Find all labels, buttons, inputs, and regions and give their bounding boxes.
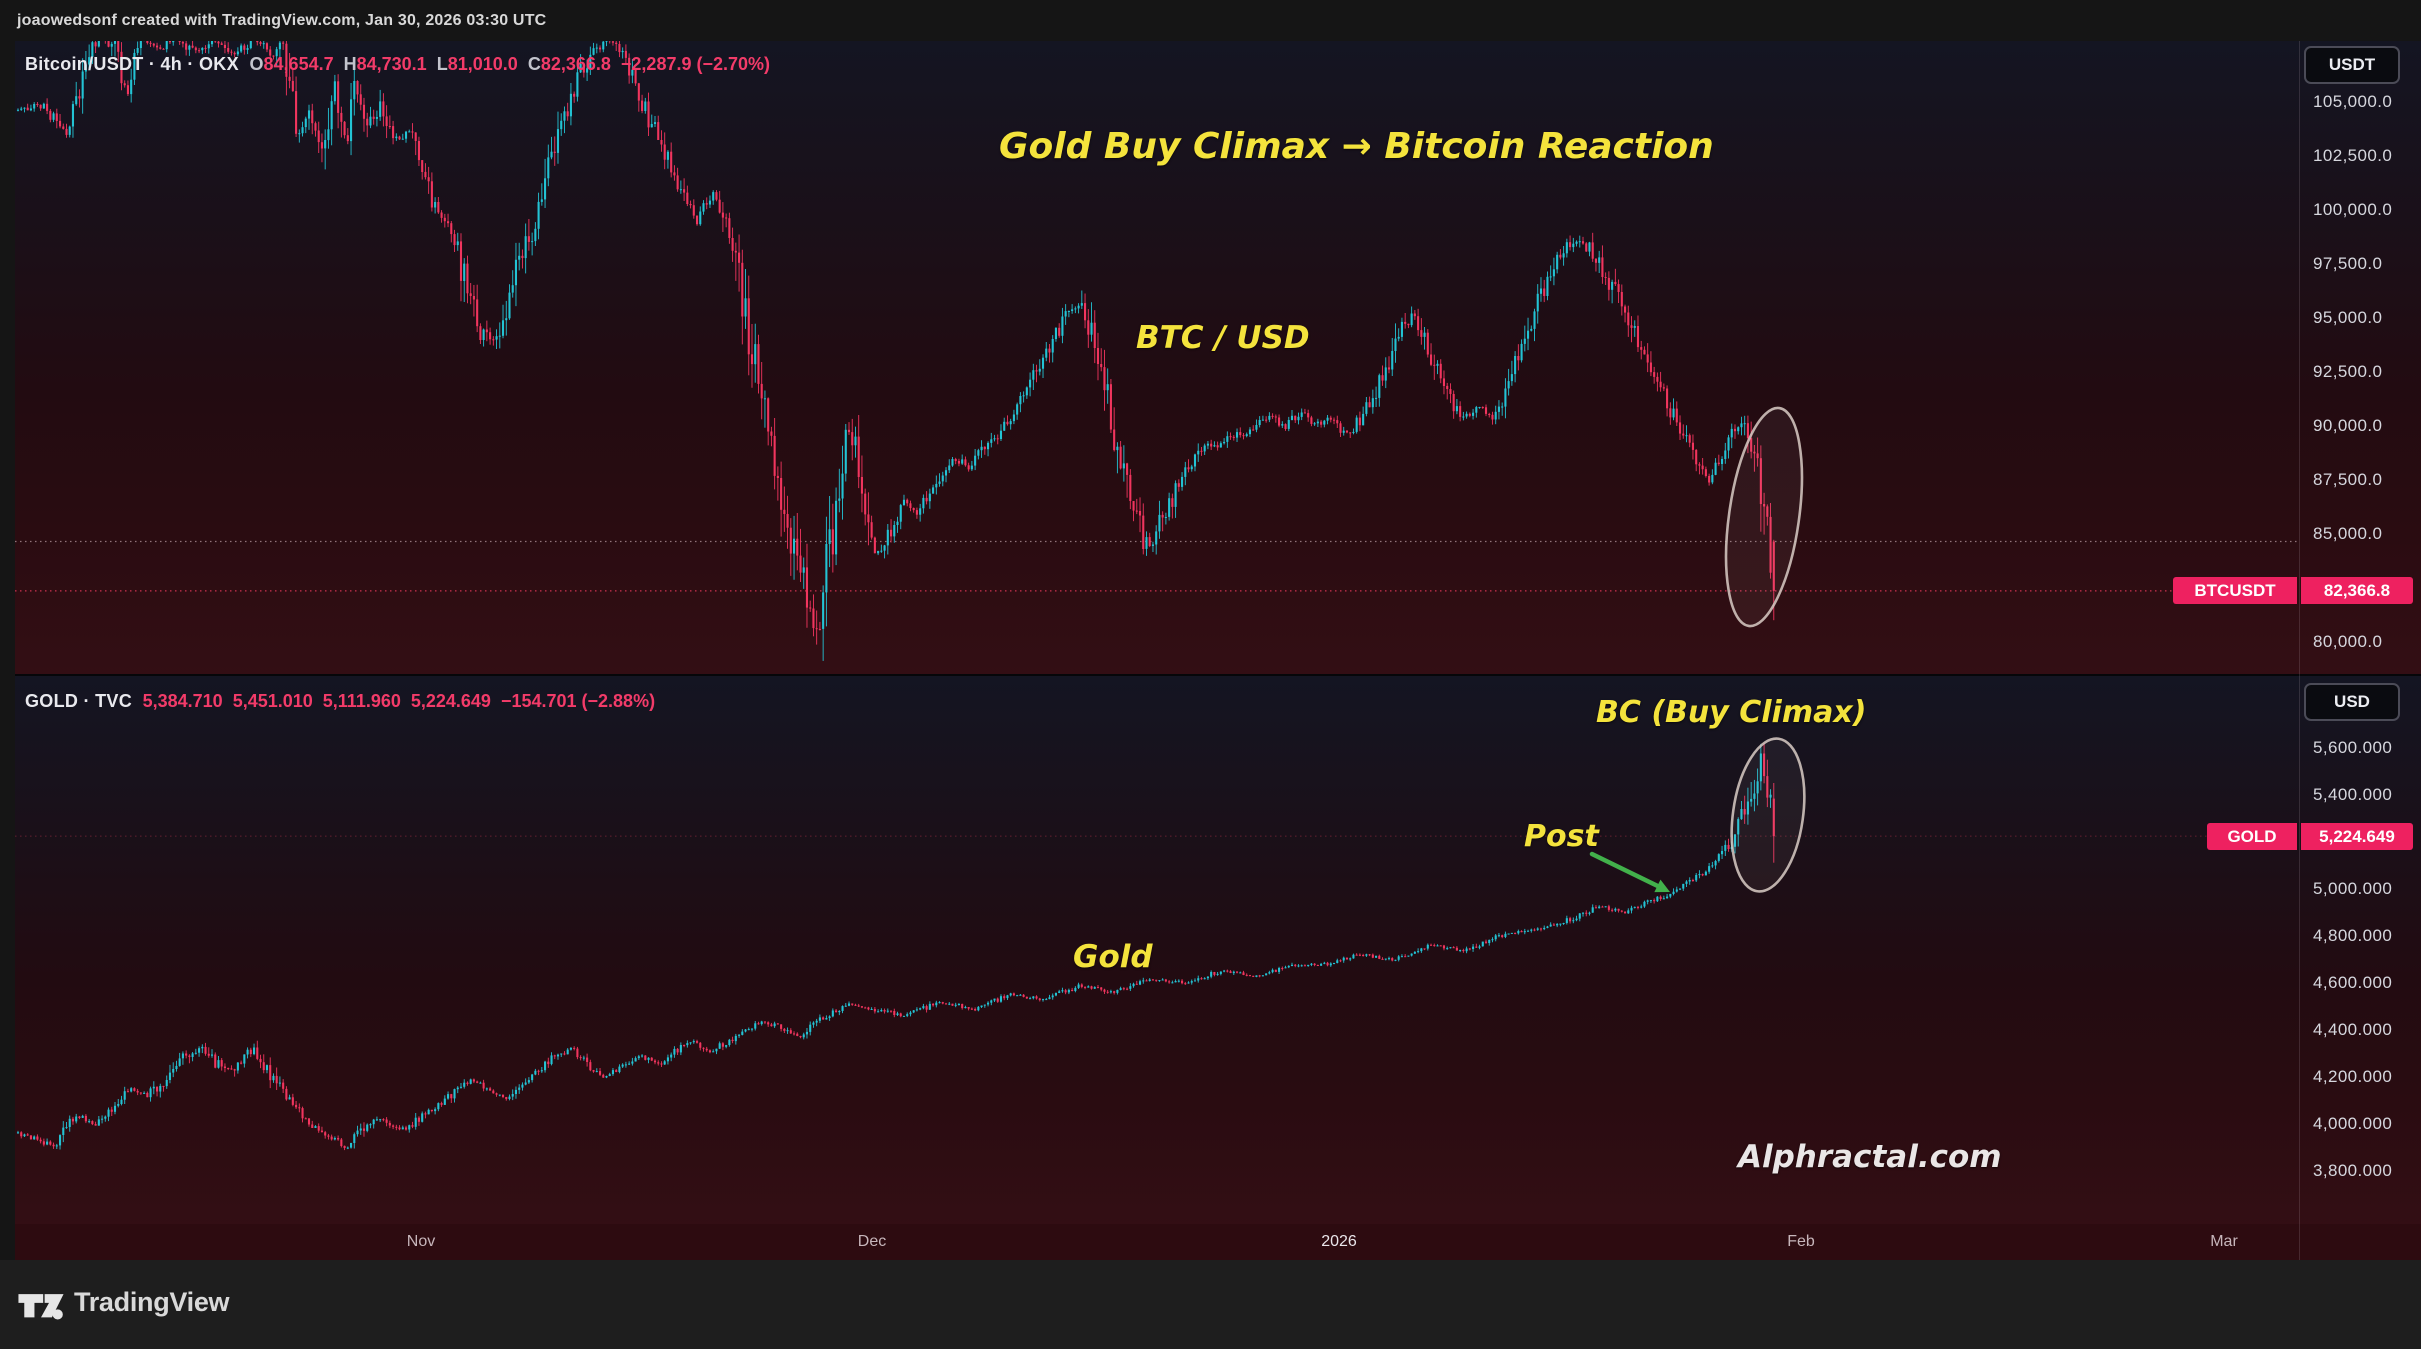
annotation-alphractal-watermark: Alphractal.com xyxy=(1738,1139,2002,1175)
gold-last-price-tag: 5,224.649 xyxy=(2301,822,2413,850)
price-scale-separator xyxy=(2299,41,2300,1260)
price-tick-label[interactable]: 90,000.0 xyxy=(2313,416,2383,435)
btc-high-label: H xyxy=(343,54,357,74)
annotation-main-title: Gold Buy Climax → Bitcoin Reaction xyxy=(999,126,1714,167)
gold-candlestick-plot xyxy=(0,737,2299,1151)
btc-symbol-header[interactable]: Bitcoin/USDT · 4h · OKX O84,654.7 H84,73… xyxy=(25,54,770,96)
btc-chart-panel: Bitcoin/USDT · 4h · OKX O84,654.7 H84,73… xyxy=(0,41,2421,674)
btc-symbol-price-tag: BTCUSDT xyxy=(2173,577,2297,605)
btc-open-label: O xyxy=(249,54,264,74)
left-gutter xyxy=(0,41,15,1260)
price-tick-label[interactable]: 3,800.000 xyxy=(2313,1161,2393,1180)
price-tick-label[interactable]: 87,500.0 xyxy=(2313,470,2383,489)
gold-currency-button[interactable]: USD xyxy=(2304,683,2400,721)
price-tick-label[interactable]: 102,500.0 xyxy=(2313,146,2393,165)
price-tick-label[interactable]: 5,000.000 xyxy=(2313,879,2393,898)
annotation-btc-usd: BTC / USD xyxy=(1136,320,1310,356)
time-axis-label-mar: Mar xyxy=(2210,1233,2238,1250)
time-axis-label-2026: 2026 xyxy=(1321,1233,1357,1250)
time-axis-label-nov: Nov xyxy=(406,1233,436,1250)
btc-low-label: L xyxy=(436,54,448,74)
price-tick-label[interactable]: 85,000.0 xyxy=(2313,524,2383,543)
price-tick-label[interactable]: 105,000.0 xyxy=(2313,92,2393,111)
btc-open-value: 84,654.7 xyxy=(263,54,334,74)
time-axis-label-dec: Dec xyxy=(857,1233,887,1250)
price-tick-label[interactable]: 92,500.0 xyxy=(2313,362,2383,381)
btc-currency-button[interactable]: USDT xyxy=(2304,46,2400,84)
time-axis[interactable]: Nov Dec 2026 Feb Mar xyxy=(0,1224,2421,1260)
btc-high-value: 84,730.1 xyxy=(356,54,427,74)
price-tick-label[interactable]: 4,200.000 xyxy=(2313,1067,2393,1086)
time-axis-label-feb: Feb xyxy=(1787,1233,1815,1250)
price-tick-label[interactable]: 97,500.0 xyxy=(2313,254,2383,273)
attribution-text: joaowedsonf created with TradingView.com… xyxy=(17,12,547,29)
price-tick-label[interactable]: 5,600.000 xyxy=(2313,738,2393,757)
footer-bar: TradingView xyxy=(0,1260,2421,1349)
annotation-buy-climax: BC (Buy Climax) xyxy=(1596,695,1867,730)
price-tick-label[interactable]: 4,400.000 xyxy=(2313,1020,2393,1039)
btc-close-value: 82,366.8 xyxy=(540,54,611,74)
attribution-bar: joaowedsonf created with TradingView.com… xyxy=(0,0,2421,41)
btc-last-price-tag: 82,366.8 xyxy=(2301,577,2413,605)
price-tick-label[interactable]: 100,000.0 xyxy=(2313,200,2393,219)
gold-symbol-name[interactable]: GOLD · TVC xyxy=(25,691,132,711)
btc-candlestick-plot xyxy=(0,41,2299,661)
gold-symbol-header[interactable]: GOLD · TVC 5,384.710 5,451.010 5,111.960… xyxy=(25,691,655,733)
price-tick-label[interactable]: 5,400.000 xyxy=(2313,785,2393,804)
btc-change-value: −2,287.9 (−2.70%) xyxy=(620,54,771,74)
price-tick-label[interactable]: 95,000.0 xyxy=(2313,308,2383,327)
btc-low-value: 81,010.0 xyxy=(447,54,518,74)
annotation-post: Post xyxy=(1524,819,1599,854)
btc-close-label: C xyxy=(527,54,541,74)
price-tick-label[interactable]: 80,000.0 xyxy=(2313,632,2383,651)
gold-ohlc-values: 5,384.710 5,451.010 5,111.960 5,224.649 xyxy=(142,691,491,711)
gold-symbol-price-tag: GOLD xyxy=(2207,822,2297,850)
price-tick-label[interactable]: 4,800.000 xyxy=(2313,926,2393,945)
annotation-gold: Gold xyxy=(1073,939,1153,975)
gold-change-value: −154.701 (−2.88%) xyxy=(500,691,656,711)
btc-symbol-name[interactable]: Bitcoin/USDT · 4h · OKX xyxy=(25,54,239,74)
tradingview-logo-icon[interactable] xyxy=(17,1288,65,1322)
tradingview-wordmark[interactable]: TradingView xyxy=(74,1287,230,1317)
gold-chart-panel: GOLD · TVC 5,384.710 5,451.010 5,111.960… xyxy=(0,674,2421,1226)
price-tick-label[interactable]: 4,000.000 xyxy=(2313,1114,2393,1133)
price-tick-label[interactable]: 4,600.000 xyxy=(2313,973,2393,992)
